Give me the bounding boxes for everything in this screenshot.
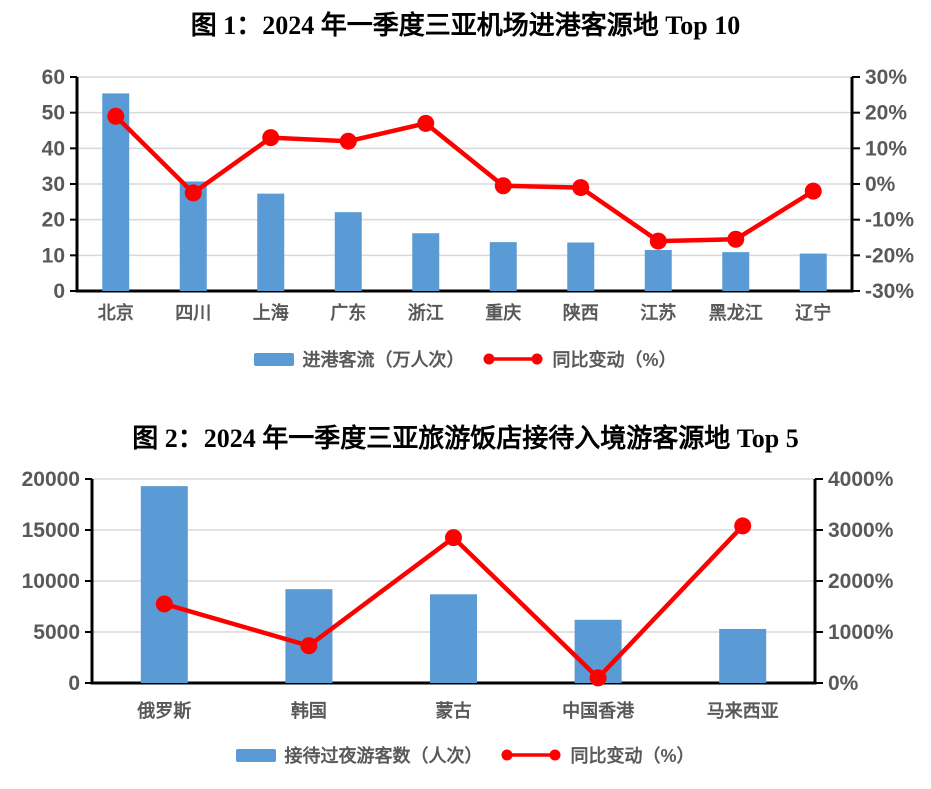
bar: [412, 233, 440, 291]
category-label: 黑龙江: [709, 302, 763, 323]
right-axis-tick-label: -10%: [865, 209, 914, 232]
trend-line: [114, 114, 815, 244]
right-axis-tick-label: 20%: [865, 102, 907, 125]
category-label: 浙江: [408, 302, 444, 323]
figure1-legend: 进港客流（万人次） 同比变动（%）: [0, 345, 931, 373]
bar: [644, 249, 672, 291]
bar: [489, 242, 517, 291]
figure2-legend-line-label: 同比变动（%）: [570, 746, 695, 766]
left-axis-tick-label: 60: [42, 66, 65, 89]
figure1-chart: 0 10 20 30 40 50 60 -30% -20% -10% 0% 10% 20% 30% 北京 四川…: [42, 66, 915, 323]
line-marker: [572, 179, 590, 197]
right-axis-tick-label: -30%: [865, 280, 914, 303]
figure1-title: 图 1：2024 年一季度三亚机场进港客源地 Top 10: [190, 11, 741, 40]
right-axis-tick-label: 4000%: [828, 468, 894, 491]
figure2-chart: 0 5000 10000 15000 20000 0% 1000% 2000% 3000% 400…: [22, 468, 894, 721]
category-label: 俄罗斯: [136, 700, 191, 721]
category-label: 马来西亚: [707, 701, 779, 721]
right-axis-tick-label: 0%: [865, 173, 896, 196]
category-label: 韩国: [291, 700, 327, 721]
figure1-legend-line-label: 同比变动（%）: [552, 350, 677, 370]
figure1-legend-bar-label: 进港客流（万人次）: [302, 350, 465, 370]
line-marker: [184, 184, 202, 202]
left-axis-tick-label: 0: [53, 280, 65, 303]
left-axis-tick-label: 5000: [33, 621, 80, 644]
category-label: 中国香港: [562, 700, 635, 721]
bar: [140, 486, 188, 683]
bar: [334, 212, 362, 291]
bar: [799, 253, 827, 291]
bar: [430, 594, 477, 683]
right-axis-tick-label: 2000%: [828, 570, 894, 593]
line-marker: [107, 107, 125, 125]
figure2-legend-line-swatch-icon: [500, 747, 562, 763]
line-marker: [494, 177, 512, 195]
right-axis-tick-label: 30%: [865, 66, 907, 89]
category-label: 江苏: [640, 302, 676, 323]
right-axis-tick-label: 10%: [865, 137, 907, 160]
left-axis-tick-label: 50: [42, 102, 65, 125]
left-axis-tick-label: 40: [42, 137, 65, 160]
line-marker: [445, 529, 462, 547]
category-label: 辽宁: [795, 302, 831, 323]
left-axis-tick-label: 30: [42, 173, 65, 196]
category-label: 重庆: [485, 302, 521, 323]
figure2-legend-bar-swatch-icon: [236, 748, 277, 762]
bar: [567, 242, 595, 291]
left-axis-tick-label: 10000: [22, 570, 80, 593]
category-label: 四川: [175, 303, 211, 323]
left-axis-tick-label: 20: [42, 209, 65, 232]
category-label: 上海: [253, 302, 289, 323]
line-marker: [300, 637, 318, 655]
right-axis-tick-label: 1000%: [828, 621, 894, 644]
line-marker: [804, 182, 822, 200]
line-marker: [727, 230, 745, 248]
bar: [719, 628, 767, 683]
left-axis-tick-label: 10: [42, 244, 65, 267]
bar: [722, 252, 750, 291]
left-axis-tick-label: 20000: [22, 468, 80, 491]
line-marker: [734, 517, 752, 535]
line-marker: [649, 232, 667, 250]
left-axis-tick-label: 15000: [22, 519, 80, 542]
right-axis-tick-label: -20%: [865, 244, 914, 267]
line-marker: [155, 595, 173, 613]
category-label: 广东: [330, 302, 366, 323]
category-label: 蒙古: [436, 700, 472, 721]
line-marker: [339, 132, 357, 150]
left-axis-tick-label: 0: [68, 672, 80, 695]
bar: [257, 193, 285, 291]
figure1-legend-line-swatch-icon: [482, 351, 544, 367]
figure2-legend: 接待过夜游客数（人次） 同比变动（%）: [0, 741, 931, 769]
figure2-legend-bar-label: 接待过夜游客数（人次）: [284, 746, 483, 766]
line-marker: [417, 114, 435, 132]
right-axis-tick-label: 0%: [828, 672, 859, 695]
line-marker: [262, 129, 280, 147]
right-axis-tick-label: 3000%: [828, 519, 894, 542]
line-marker: [589, 669, 607, 687]
category-label: 陕西: [563, 302, 599, 323]
figure2-title: 图 2：2024 年一季度三亚旅游饭店接待入境游客源地 Top 5: [132, 424, 799, 453]
category-label: 北京: [98, 302, 134, 323]
figure1-legend-bar-swatch-icon: [254, 352, 295, 366]
